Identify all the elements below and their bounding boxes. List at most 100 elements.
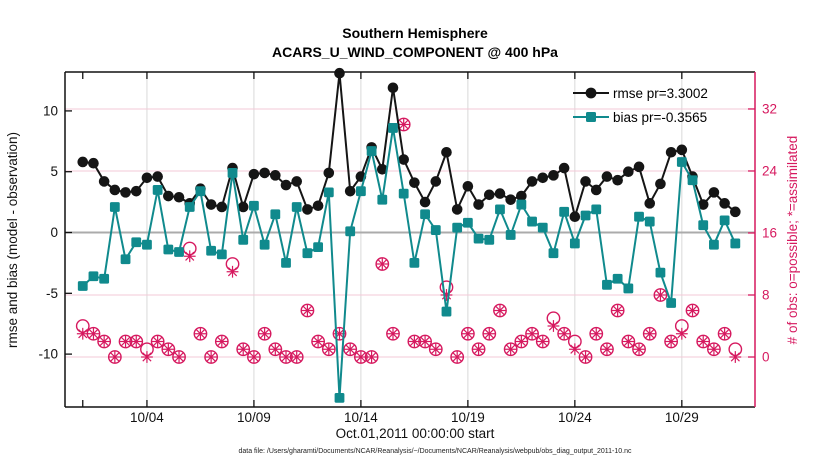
bias-point — [131, 237, 142, 248]
rmse-point — [633, 161, 645, 173]
possible-obs-marker — [300, 303, 315, 318]
possible-obs-marker — [493, 303, 507, 318]
assimilated-obs-marker — [708, 343, 720, 356]
bias-point — [687, 175, 698, 186]
x-tick-label: 10/09 — [237, 410, 271, 425]
bias-point — [462, 217, 473, 228]
x-tick-label: 10/29 — [665, 410, 699, 425]
bias-point — [238, 234, 249, 245]
assimilated-obs-marker — [547, 320, 560, 332]
assimilated-obs-marker — [205, 351, 218, 363]
possible-obs-marker — [343, 342, 358, 357]
bias-point — [120, 254, 131, 265]
rmse-point — [419, 196, 431, 208]
bias-point — [719, 215, 730, 226]
assimilated-obs-marker — [76, 327, 89, 340]
assimilated-obs-marker — [472, 343, 485, 356]
rmse-point — [163, 190, 174, 202]
assimilated-obs-marker — [654, 289, 667, 301]
possible-obs-marker — [578, 350, 593, 364]
rmse-point — [398, 154, 409, 165]
bias-point — [195, 186, 206, 197]
possible-obs-marker — [311, 334, 326, 349]
rmse-point — [430, 176, 442, 187]
rmse-point — [601, 171, 613, 182]
assimilated-obs-marker — [269, 343, 282, 356]
assimilated-obs-marker — [183, 250, 196, 263]
possible-obs-marker — [418, 334, 432, 349]
assimilated-obs-marker — [526, 327, 538, 340]
bias-point — [441, 306, 452, 317]
rmse-point — [88, 157, 99, 169]
assimilated-obs-marker — [376, 258, 389, 270]
assimilated-obs-marker — [579, 351, 592, 363]
assimilated-obs-marker — [162, 343, 175, 356]
assimilated-obs-marker — [461, 327, 474, 340]
rmse-point — [569, 211, 581, 223]
possible-obs-marker — [150, 334, 165, 349]
rmse-point — [205, 199, 217, 210]
possible-obs-marker — [717, 326, 732, 341]
y-tick-label-left: -5 — [46, 286, 58, 301]
ticks — [65, 72, 755, 407]
possible-obs-marker — [685, 303, 700, 318]
bias-point — [355, 186, 366, 197]
bias-point — [398, 188, 409, 199]
rmse-point — [280, 179, 292, 191]
assimilated-obs-marker — [419, 335, 431, 348]
assimilated-obs-marker — [312, 335, 325, 348]
rmse-point — [451, 204, 463, 215]
possible-obs-marker — [204, 350, 219, 364]
legend-item-bias: bias pr=-0.3565 — [572, 105, 708, 129]
bias-point — [281, 258, 291, 268]
possible-obs-marker — [214, 334, 229, 349]
data-file-caption: data file: /Users/gharamti/Documents/NCA… — [238, 448, 632, 455]
bias-point — [216, 249, 227, 260]
bias-point — [420, 209, 430, 220]
possible-obs-marker — [621, 334, 636, 349]
assimilated-obs-marker — [590, 327, 603, 340]
possible-obs-marker — [257, 326, 272, 341]
assimilated-obs-marker — [568, 343, 581, 356]
bias-point — [345, 226, 356, 237]
assimilated-obs-marker — [215, 335, 228, 348]
bias-point — [142, 239, 152, 250]
rmse-series — [77, 67, 741, 223]
rmse-point — [516, 190, 527, 202]
x-tick-label: 10/24 — [558, 410, 592, 425]
rmse-point — [623, 166, 634, 178]
assimilated-obs-marker — [141, 351, 153, 363]
y-tick-label-left: 0 — [50, 225, 58, 240]
bias-point — [473, 233, 484, 244]
bias-point — [666, 298, 677, 308]
rmse-point — [77, 156, 89, 168]
bias-series — [77, 123, 741, 403]
assimilated-obs-marker — [226, 265, 239, 278]
rmse-point — [612, 174, 623, 186]
rmse-point — [270, 170, 281, 181]
rmse-point — [291, 176, 303, 187]
rmse-point — [109, 184, 121, 196]
assimilated-obs-marker — [483, 327, 496, 340]
bias-point — [634, 211, 644, 222]
bias-point — [259, 239, 270, 250]
rmse-point — [248, 168, 260, 180]
possible-obs-marker — [525, 326, 539, 341]
assimilated-obs-marker — [675, 327, 688, 340]
bias-point — [537, 222, 548, 233]
rmse-point — [409, 177, 420, 188]
rmse-point — [376, 163, 388, 175]
assimilated-obs-marker — [387, 327, 399, 340]
y-tick-label-left: -10 — [38, 347, 58, 362]
obs-scatter — [75, 117, 743, 364]
assimilated-obs-marker — [643, 327, 656, 340]
possible-obs-marker — [172, 350, 186, 364]
possible-obs-marker — [642, 326, 657, 341]
possible-obs-marker — [321, 342, 336, 357]
y-tick-label-right: 24 — [762, 163, 778, 178]
bias-point — [99, 273, 110, 284]
rmse-point — [537, 172, 549, 184]
possible-obs-marker — [97, 334, 112, 349]
possible-obs-marker — [450, 350, 465, 364]
possible-obs-marker — [428, 342, 443, 357]
